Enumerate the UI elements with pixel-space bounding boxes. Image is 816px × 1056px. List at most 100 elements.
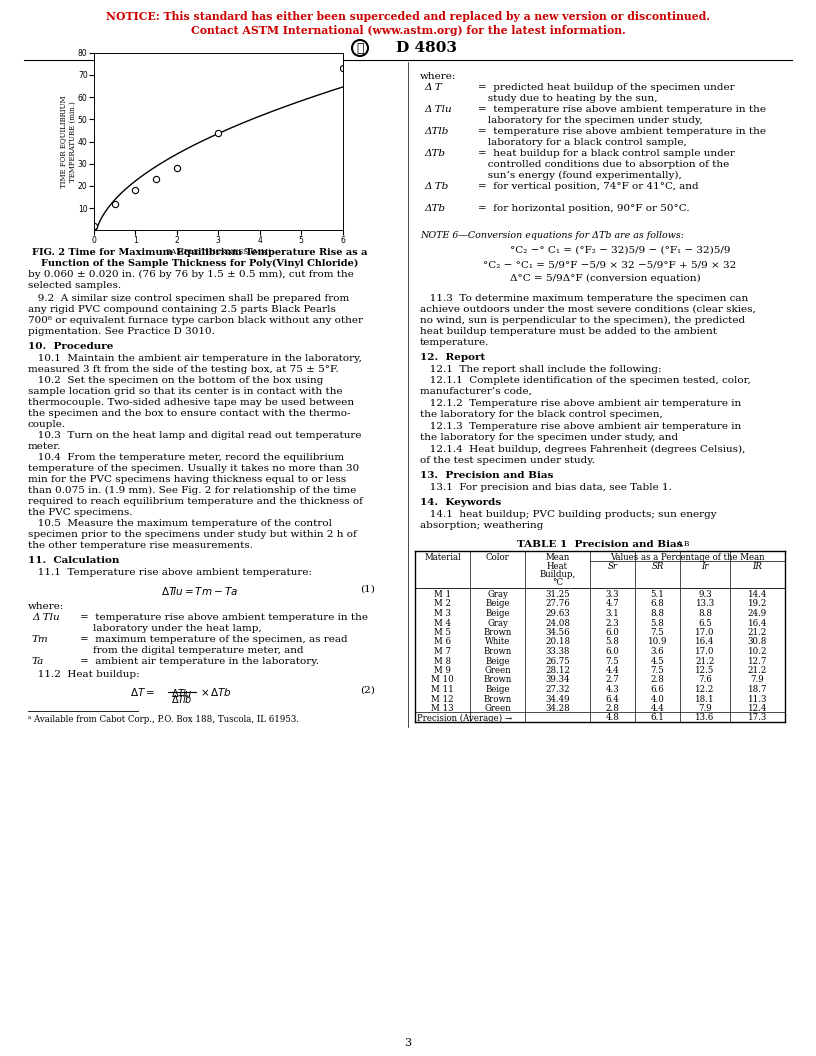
Text: $\Delta T = $: $\Delta T = $: [130, 686, 155, 698]
Text: temperature.: temperature.: [420, 338, 490, 347]
Text: ΔTlb: ΔTlb: [424, 127, 448, 136]
Text: heat buildup temperature must be added to the ambient: heat buildup temperature must be added t…: [420, 327, 717, 336]
Text: Buildup,: Buildup,: [539, 570, 575, 579]
Text: 7.5: 7.5: [650, 628, 664, 637]
Text: Color: Color: [486, 553, 509, 562]
Text: M 3: M 3: [434, 609, 451, 618]
Text: =  for horizontal position, 90°F or 50°C.: = for horizontal position, 90°F or 50°C.: [478, 204, 690, 213]
Text: FIG. 2 Time for Maximum Equilibrium Temperature Rise as a
Function of the Sample: FIG. 2 Time for Maximum Equilibrium Temp…: [33, 248, 368, 267]
Text: 11.3: 11.3: [747, 695, 767, 703]
Text: 4.8: 4.8: [605, 714, 619, 722]
Text: 12.4: 12.4: [747, 704, 767, 713]
Text: 5.8: 5.8: [650, 619, 664, 627]
Text: 16.4: 16.4: [747, 619, 767, 627]
Text: 3.1: 3.1: [605, 609, 619, 618]
Text: the other temperature rise measurements.: the other temperature rise measurements.: [28, 541, 253, 550]
Text: controlled conditions due to absorption of the: controlled conditions due to absorption …: [478, 161, 730, 169]
Text: 17.0: 17.0: [695, 628, 715, 637]
Text: 29.63: 29.63: [545, 609, 570, 618]
Text: 10.4  From the temperature meter, record the equilibrium: 10.4 From the temperature meter, record …: [28, 453, 344, 463]
Text: 6.0: 6.0: [605, 628, 619, 637]
Text: 13.  Precision and Bias: 13. Precision and Bias: [420, 471, 553, 480]
Text: 17.3: 17.3: [748, 714, 767, 722]
Text: 6.6: 6.6: [650, 685, 664, 694]
Text: 12.1.2  Temperature rise above ambient air temperature in: 12.1.2 Temperature rise above ambient ai…: [420, 399, 741, 408]
Text: thermocouple. Two-sided adhesive tape may be used between: thermocouple. Two-sided adhesive tape ma…: [28, 398, 354, 407]
Text: 10.5  Measure the maximum temperature of the control: 10.5 Measure the maximum temperature of …: [28, 518, 332, 528]
Text: Brown: Brown: [483, 628, 512, 637]
Text: Brown: Brown: [483, 676, 512, 684]
Text: 20.18: 20.18: [545, 638, 570, 646]
Text: Δ T: Δ T: [424, 83, 441, 92]
Text: 11.2  Heat buildup:: 11.2 Heat buildup:: [28, 670, 140, 679]
Text: 10.1  Maintain the ambient air temperature in the laboratory,: 10.1 Maintain the ambient air temperatur…: [28, 354, 361, 363]
Text: 27.76: 27.76: [545, 600, 570, 608]
Text: any rigid PVC compound containing 2.5 parts Black Pearls: any rigid PVC compound containing 2.5 pa…: [28, 305, 336, 314]
Text: 34.28: 34.28: [545, 704, 570, 713]
Text: 8.8: 8.8: [698, 609, 712, 618]
Text: 5.8: 5.8: [605, 638, 619, 646]
Text: 6.5: 6.5: [698, 619, 712, 627]
Text: NOTICE: This standard has either been superceded and replaced by a new version o: NOTICE: This standard has either been su…: [106, 11, 710, 21]
Text: manufacturer’s code,: manufacturer’s code,: [420, 386, 532, 396]
Text: sun’s energy (found experimentally),: sun’s energy (found experimentally),: [478, 171, 681, 181]
Text: $\times\, \Delta Tb$: $\times\, \Delta Tb$: [200, 686, 232, 698]
Text: 9.2  A similar size control specimen shall be prepared from: 9.2 A similar size control specimen shal…: [28, 294, 349, 303]
Text: (2): (2): [360, 686, 375, 695]
Text: 12.1.3  Temperature rise above ambient air temperature in: 12.1.3 Temperature rise above ambient ai…: [420, 422, 741, 431]
Text: where:: where:: [420, 72, 456, 81]
Text: from the digital temperature meter, and: from the digital temperature meter, and: [80, 646, 304, 655]
Text: 12.7: 12.7: [747, 657, 767, 665]
Y-axis label: TIME FOR EQUILIBRIUM
TEMPERATURE (min.): TIME FOR EQUILIBRIUM TEMPERATURE (min.): [60, 95, 77, 188]
Text: $\Delta T\!lu = Tm - Ta$: $\Delta T\!lu = Tm - Ta$: [162, 585, 238, 597]
Text: =  heat buildup for a black control sample under: = heat buildup for a black control sampl…: [478, 149, 735, 158]
Text: laboratory under the heat lamp,: laboratory under the heat lamp,: [80, 624, 262, 633]
Text: M 6: M 6: [434, 638, 451, 646]
Text: 2.8: 2.8: [650, 676, 664, 684]
Text: ᵃ Available from Cabot Corp., P.O. Box 188, Tuscola, IL 61953.: ᵃ Available from Cabot Corp., P.O. Box 1…: [28, 715, 299, 724]
Text: where:: where:: [28, 602, 64, 611]
Text: 6.1: 6.1: [650, 714, 664, 722]
Text: required to reach equilibrium temperature and the thickness of: required to reach equilibrium temperatur…: [28, 497, 363, 506]
Text: Ⓜ: Ⓜ: [357, 41, 364, 55]
Text: 14.4: 14.4: [747, 590, 767, 599]
Text: Material: Material: [424, 553, 461, 562]
Text: Beige: Beige: [486, 657, 510, 665]
Text: 21.2: 21.2: [747, 628, 767, 637]
Text: 34.56: 34.56: [545, 628, 570, 637]
Text: 7.5: 7.5: [605, 657, 619, 665]
Text: M 13: M 13: [431, 704, 454, 713]
Text: 18.1: 18.1: [695, 695, 715, 703]
Text: Precision (Average) →: Precision (Average) →: [417, 714, 512, 722]
Text: 10.2  Set the specimen on the bottom of the box using: 10.2 Set the specimen on the bottom of t…: [28, 376, 323, 385]
Text: 12.1.4  Heat buildup, degrees Fahrenheit (degrees Celsius),: 12.1.4 Heat buildup, degrees Fahrenheit …: [420, 445, 745, 454]
Text: 21.2: 21.2: [747, 666, 767, 675]
Text: M 2: M 2: [434, 600, 451, 608]
Text: 34.49: 34.49: [545, 695, 570, 703]
Text: =  ambient air temperature in the laboratory.: = ambient air temperature in the laborat…: [80, 657, 319, 666]
Text: M 4: M 4: [434, 619, 451, 627]
Text: 28.12: 28.12: [545, 666, 570, 675]
Text: 13.3: 13.3: [695, 600, 715, 608]
Text: 7.6: 7.6: [698, 676, 712, 684]
Text: 33.38: 33.38: [545, 647, 570, 656]
Text: 17.0: 17.0: [695, 647, 715, 656]
Text: 12.1.1  Complete identification of the specimen tested, color,: 12.1.1 Complete identification of the sp…: [420, 376, 751, 385]
Text: by 0.060 ± 0.020 in. (76 by 76 by 1.5 ± 0.5 mm), cut from the: by 0.060 ± 0.020 in. (76 by 76 by 1.5 ± …: [28, 270, 354, 279]
Text: of the test specimen under study.: of the test specimen under study.: [420, 456, 595, 465]
Text: 2.3: 2.3: [605, 619, 619, 627]
Text: 5.1: 5.1: [650, 590, 664, 599]
Text: 14.1  heat buildup; PVC building products; sun energy: 14.1 heat buildup; PVC building products…: [420, 510, 716, 518]
Text: Tm: Tm: [32, 635, 49, 644]
Text: specimen prior to the specimens under study but within 2 h of: specimen prior to the specimens under st…: [28, 530, 357, 539]
Text: absorption; weathering: absorption; weathering: [420, 521, 543, 530]
Text: the specimen and the box to ensure contact with the thermo-: the specimen and the box to ensure conta…: [28, 409, 351, 418]
Text: 39.34: 39.34: [545, 676, 570, 684]
Text: Gray: Gray: [487, 590, 508, 599]
Text: 6.0: 6.0: [605, 647, 619, 656]
Text: laboratory for a black control sample,: laboratory for a black control sample,: [478, 138, 687, 147]
Text: M 9: M 9: [434, 666, 451, 675]
Text: Gray: Gray: [487, 619, 508, 627]
Text: IR: IR: [752, 562, 762, 571]
Text: 9.3: 9.3: [698, 590, 712, 599]
